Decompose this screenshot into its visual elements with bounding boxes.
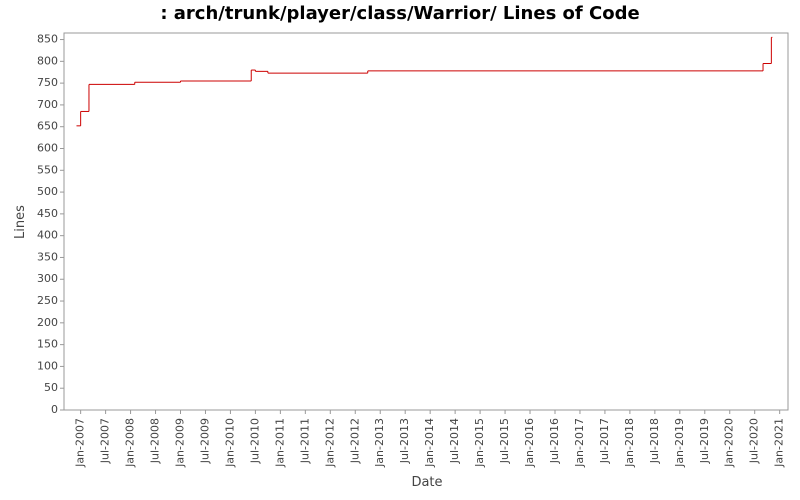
- y-tick-label: 350: [37, 250, 58, 263]
- x-tick-label: Jan-2013: [373, 418, 386, 468]
- chart-title: : arch/trunk/player/class/Warrior/ Lines…: [160, 3, 639, 24]
- plot-area: [63, 32, 789, 411]
- x-tick-label: Jan-2020: [723, 418, 736, 468]
- x-tick-label: Jan-2007: [74, 418, 87, 468]
- y-tick-label: 50: [44, 381, 58, 394]
- x-tick-label: Jan-2015: [473, 418, 486, 468]
- y-tick-label: 400: [37, 229, 58, 242]
- x-tick-label: Jul-2008: [149, 418, 162, 464]
- y-axis-label: Lines: [13, 205, 28, 239]
- y-tick-label: 450: [37, 207, 58, 220]
- y-tick-label: 500: [37, 185, 58, 198]
- y-tick-label: 200: [37, 316, 58, 329]
- x-tick-label: Jan-2014: [423, 418, 436, 468]
- x-tick-label: Jan-2008: [124, 418, 137, 468]
- x-tick-label: Jul-2009: [198, 418, 211, 464]
- x-tick-label: Jul-2018: [648, 418, 661, 464]
- x-tick-label: Jan-2021: [773, 418, 786, 468]
- x-tick-label: Jul-2013: [398, 418, 411, 464]
- x-tick-label: Jan-2010: [223, 418, 236, 468]
- y-tick-label: 800: [37, 54, 58, 67]
- x-tick-label: Jan-2009: [174, 418, 187, 468]
- x-tick-label: Jul-2014: [448, 418, 461, 464]
- x-tick-label: Jan-2017: [573, 418, 586, 468]
- x-tick-label: Jul-2016: [548, 418, 561, 464]
- y-tick-label: 850: [37, 33, 58, 46]
- y-tick-label: 650: [37, 120, 58, 133]
- x-tick-label: Jul-2020: [748, 418, 761, 464]
- y-tick-label: 750: [37, 76, 58, 89]
- x-tick-label: Jul-2015: [498, 418, 511, 464]
- y-tick-label: 700: [37, 98, 58, 111]
- y-tick-label: 300: [37, 272, 58, 285]
- x-tick-label: Jul-2010: [248, 418, 261, 464]
- x-axis-label: Date: [411, 475, 442, 490]
- x-tick-label: Jan-2019: [673, 418, 686, 468]
- x-tick-label: Jul-2011: [298, 418, 311, 464]
- x-tick-label: Jul-2012: [348, 418, 361, 464]
- x-tick-label: Jan-2011: [273, 418, 286, 468]
- x-tick-label: Jan-2012: [323, 418, 336, 468]
- y-tick-label: 550: [37, 163, 58, 176]
- x-tick-label: Jul-2007: [99, 418, 112, 464]
- y-tick-label: 250: [37, 294, 58, 307]
- y-tick-label: 150: [37, 338, 58, 351]
- y-tick-label: 600: [37, 141, 58, 154]
- y-tick-label: 0: [51, 403, 58, 416]
- y-tick-label: 100: [37, 359, 58, 372]
- x-tick-label: Jul-2017: [598, 418, 611, 464]
- x-tick-label: Jan-2018: [623, 418, 636, 468]
- x-tick-label: Jan-2016: [523, 418, 536, 468]
- x-tick-label: Jul-2019: [698, 418, 711, 464]
